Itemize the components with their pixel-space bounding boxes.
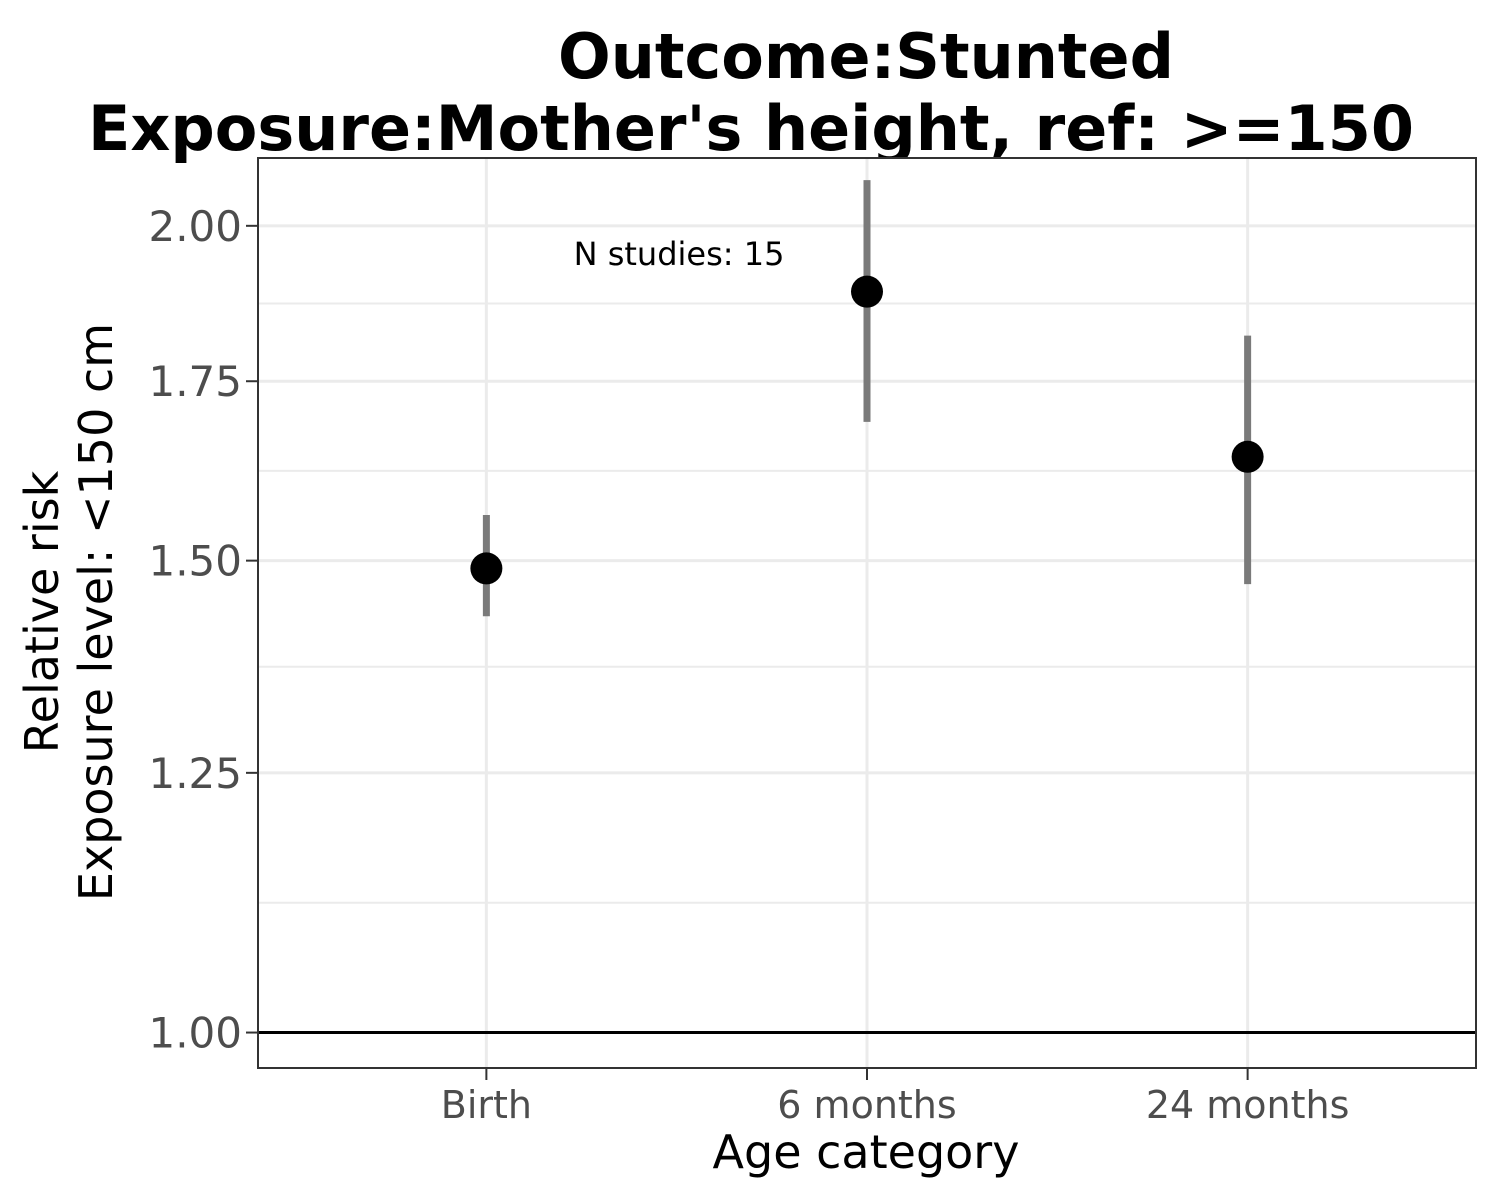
point-estimates (470, 275, 1264, 585)
chart-title-line2: Exposure:Mother's height, ref: >=150 (88, 92, 1414, 165)
y-axis-title-line2: Exposure level: <150 cm (69, 323, 123, 901)
y-tick-label: 1.50 (148, 537, 242, 586)
x-tick-label: 24 months (1146, 1083, 1350, 1127)
y-axis-title-line1: Relative risk (15, 470, 69, 753)
point-estimate (851, 275, 883, 308)
chart-title-line1: Outcome:Stunted (558, 20, 1174, 93)
y-tick-label: 1.00 (148, 1009, 242, 1058)
x-tick-label: Birth (441, 1083, 532, 1127)
y-tick-label: 1.75 (148, 357, 242, 406)
x-axis-title: Age category (713, 1125, 1020, 1179)
y-axis: 1.00 1.25 1.50 1.75 2.00 (148, 202, 258, 1058)
point-estimate (470, 552, 503, 585)
y-tick-label: 1.25 (148, 749, 242, 798)
point-estimate (1231, 440, 1264, 473)
x-tick-label: 6 months (777, 1083, 956, 1127)
y-tick-label: 2.00 (148, 202, 242, 251)
n-studies-annotation: N studies: 15 (574, 235, 785, 273)
x-axis: Birth 6 months 24 months (441, 1068, 1350, 1127)
